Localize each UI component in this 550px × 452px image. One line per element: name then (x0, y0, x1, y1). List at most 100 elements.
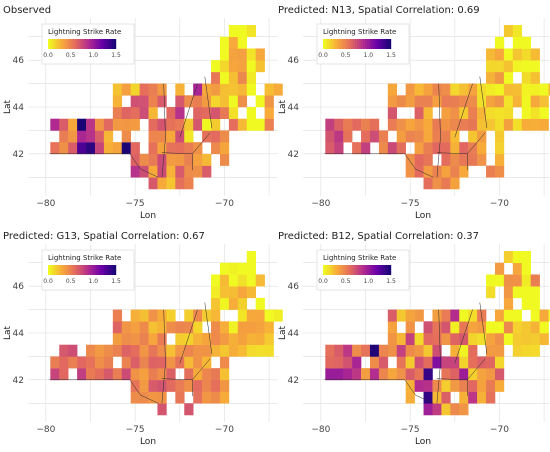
heatmap-cell (255, 60, 265, 73)
heatmap-cell (246, 309, 256, 322)
heatmap-cell (68, 118, 78, 131)
y-tick-label: 42 (13, 376, 24, 386)
heatmap-cell (228, 274, 239, 287)
heatmap-cell (530, 118, 540, 131)
heatmap-cell (405, 356, 415, 369)
heatmap-cell (396, 344, 406, 357)
heatmap-cell (103, 142, 114, 155)
heatmap-cell (157, 177, 167, 190)
heatmap-cell (468, 153, 478, 166)
heatmap-cell (86, 356, 96, 369)
heatmap-cell (237, 297, 248, 310)
chart-panel-4: Predicted: B12, Spatial Correlation: 0.3… (278, 231, 550, 447)
legend-gradient-segment (367, 39, 370, 49)
heatmap-cell (273, 309, 283, 322)
heatmap-cell (211, 344, 221, 357)
heatmap-cell (441, 118, 451, 131)
legend-gradient-segment (377, 39, 380, 49)
heatmap-cell (494, 48, 505, 61)
heatmap-cell (459, 309, 469, 322)
heatmap-cell (219, 48, 230, 61)
heatmap-cell (246, 48, 256, 61)
heatmap-cell (521, 321, 531, 334)
heatmap-cell (228, 25, 239, 38)
heatmap-cell (175, 153, 185, 166)
heatmap-cell (94, 344, 105, 357)
heatmap-cell (193, 309, 203, 322)
heatmap-cell (459, 356, 469, 369)
heatmap-cell (503, 71, 514, 84)
legend-gradient-segment (90, 265, 93, 275)
heatmap-cell (237, 344, 248, 357)
heatmap-cell (459, 142, 469, 155)
heatmap-cell (423, 403, 433, 416)
heatmap-cell (193, 107, 203, 120)
legend-gradient-segment (381, 39, 384, 49)
heatmap-cell (423, 95, 433, 108)
heatmap-cell (148, 165, 158, 178)
heatmap-cell (396, 118, 406, 131)
heatmap-cell (157, 391, 167, 404)
heatmap-cell (503, 251, 514, 264)
heatmap-cell (468, 83, 478, 96)
heatmap-cell (112, 142, 123, 155)
heatmap-cell (148, 368, 158, 381)
legend-tick-label: 1.5 (111, 52, 121, 59)
heatmap-cell (503, 95, 514, 108)
legend-tick-label: 0.5 (66, 52, 76, 59)
y-tick-label: 42 (13, 150, 24, 160)
heatmap-cell (423, 83, 433, 96)
legend-gradient-segment (381, 265, 384, 275)
heatmap-cell (264, 321, 274, 334)
heatmap-cell (423, 177, 433, 190)
state-borders (49, 76, 213, 178)
legend-gradient-segment (66, 39, 69, 49)
legend-tick-label: 1.5 (386, 278, 396, 285)
legend-gradient-segment (80, 39, 83, 49)
heatmap-cell (193, 321, 203, 334)
heatmap-cell (219, 83, 230, 96)
legend-gradient-segment (64, 39, 67, 49)
heatmap-cell (121, 130, 131, 143)
heatmap-cell (184, 177, 194, 190)
heatmap-cell (512, 333, 523, 346)
state-border (204, 302, 213, 355)
legend-gradient-segment (50, 39, 53, 49)
heatmap-cell (530, 321, 540, 334)
x-tick-label: −80 (311, 425, 330, 435)
heatmap-cell (211, 71, 221, 84)
legend-gradient-segment (68, 265, 71, 275)
heatmap-cell (512, 25, 523, 38)
heatmap-cell (130, 165, 140, 178)
heatmap-cell (405, 344, 415, 357)
heatmap-cell (103, 118, 114, 131)
heatmap-cell (202, 344, 212, 357)
legend: Lightning Strike Rate 0.0 0.5 1.0 1.5 (41, 23, 135, 65)
chart-panel-1: Observed −80 −75 −70 42 44 46 Lon Lat Lightning S… (3, 5, 283, 221)
heatmap-cell (512, 95, 523, 108)
legend-gradient-segment (58, 39, 61, 49)
heatmap-cell (193, 95, 203, 108)
heatmap-cell (503, 48, 514, 61)
legend-gradient-segment (98, 265, 101, 275)
heatmap-cell (237, 25, 248, 38)
heatmap-cell (211, 107, 221, 120)
heatmap-cell (219, 379, 230, 392)
heatmap-cell (477, 379, 487, 392)
legend-gradient-segment (361, 265, 364, 275)
heatmap-cell (121, 321, 131, 334)
heatmap-cell (512, 83, 523, 96)
heatmap-cell (387, 142, 398, 155)
heatmap-cell (539, 95, 549, 108)
heatmap-cell (352, 118, 362, 131)
heatmap-cell (521, 297, 531, 310)
heatmap-cell (486, 344, 496, 357)
heatmap-cell (486, 379, 496, 392)
heatmap-cell (387, 333, 398, 346)
heatmap-cell (228, 60, 239, 73)
heatmap-cell (521, 107, 531, 120)
heatmap-cell (157, 118, 167, 131)
heatmap-cell (130, 95, 140, 108)
heatmap-cell (486, 274, 496, 287)
heatmap-cell (112, 107, 123, 120)
